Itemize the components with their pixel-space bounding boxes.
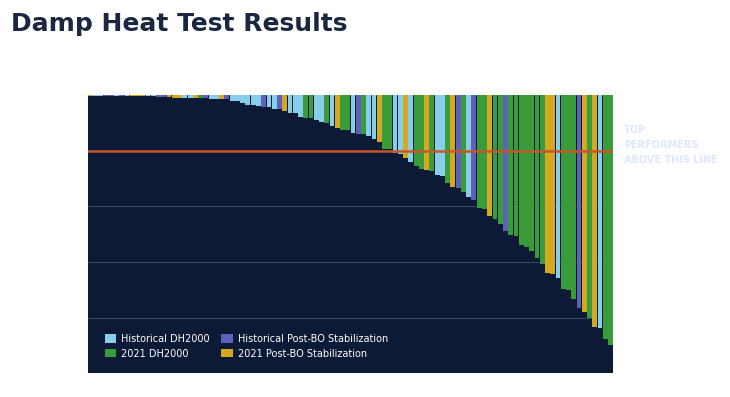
Bar	[288, 95, 293, 113]
Bar	[324, 95, 329, 123]
Bar	[477, 95, 482, 208]
Bar	[319, 95, 324, 122]
Bar	[156, 95, 161, 97]
Bar	[261, 95, 266, 107]
Bar	[230, 95, 234, 101]
Bar	[335, 95, 339, 128]
Text: POWER DEGRADATION FROM DH TEST SEQUENCE FOR EACH MODULE MODEL: POWER DEGRADATION FROM DH TEST SEQUENCE …	[88, 79, 538, 89]
Bar	[440, 95, 445, 176]
Bar	[240, 95, 245, 103]
Bar	[250, 95, 255, 105]
Bar	[345, 95, 350, 131]
Bar	[224, 95, 229, 99]
Bar	[140, 95, 145, 96]
Bar	[177, 95, 182, 98]
Bar	[482, 95, 487, 209]
Bar	[145, 95, 150, 96]
Bar	[566, 95, 571, 290]
Bar	[235, 95, 240, 101]
Bar	[519, 95, 523, 245]
Bar	[603, 95, 608, 339]
Bar	[377, 95, 382, 142]
Bar	[534, 95, 539, 258]
Bar	[508, 95, 513, 235]
Bar	[277, 95, 282, 110]
Bar	[450, 95, 456, 187]
Bar	[539, 95, 545, 264]
Bar	[424, 95, 429, 170]
Bar	[382, 95, 387, 149]
Bar	[245, 95, 250, 105]
Bar	[166, 95, 172, 97]
Bar	[587, 95, 592, 318]
Bar	[350, 95, 356, 133]
Bar	[461, 95, 466, 192]
Bar	[340, 95, 345, 130]
Bar	[188, 95, 193, 98]
Bar	[209, 95, 214, 99]
Bar	[329, 95, 334, 126]
Bar	[388, 95, 392, 149]
Bar	[361, 95, 366, 134]
Bar	[182, 95, 188, 98]
Bar	[193, 95, 198, 98]
Bar	[487, 95, 492, 216]
Bar	[314, 95, 319, 120]
Bar	[151, 95, 155, 96]
Bar	[403, 95, 408, 158]
Bar	[161, 95, 166, 97]
Text: Damp Heat Test Results: Damp Heat Test Results	[11, 12, 347, 36]
Bar	[598, 95, 602, 328]
Bar	[592, 95, 597, 327]
Bar	[366, 95, 372, 136]
Bar	[577, 95, 582, 308]
Bar	[445, 95, 450, 183]
Bar	[398, 95, 403, 154]
Bar	[498, 95, 503, 224]
Bar	[414, 95, 418, 166]
Bar	[434, 95, 439, 175]
Bar	[456, 95, 461, 188]
Bar	[356, 95, 361, 134]
Bar	[256, 95, 261, 106]
Bar	[529, 95, 534, 251]
Bar	[561, 95, 566, 289]
Bar	[472, 95, 477, 200]
Bar	[550, 95, 556, 274]
Bar	[572, 95, 576, 299]
Bar	[293, 95, 298, 114]
Bar	[266, 95, 272, 107]
Bar	[408, 95, 413, 162]
Bar	[503, 95, 508, 231]
Bar	[419, 95, 424, 169]
Bar	[545, 95, 550, 272]
Bar	[493, 95, 497, 219]
Legend: Historical DH2000, 2021 DH2000, Historical Post-BO Stabilization, 2021 Post-BO S: Historical DH2000, 2021 DH2000, Historic…	[98, 327, 395, 366]
Bar	[204, 95, 208, 98]
Bar	[272, 95, 277, 109]
Bar	[513, 95, 518, 236]
Bar	[393, 95, 398, 153]
Bar	[198, 95, 203, 98]
Bar	[303, 95, 308, 118]
Bar	[372, 95, 377, 139]
Bar	[556, 95, 561, 278]
Y-axis label: Power Degradation: Power Degradation	[33, 181, 42, 287]
Bar	[172, 95, 177, 98]
Bar	[283, 95, 287, 111]
Bar	[214, 95, 219, 99]
Bar	[524, 95, 529, 247]
Bar	[466, 95, 471, 197]
Bar	[429, 95, 434, 171]
Bar	[582, 95, 587, 312]
Bar	[309, 95, 313, 118]
Bar	[608, 95, 613, 345]
Bar	[298, 95, 303, 117]
Text: TOP
PERFORMERS
ABOVE THIS LINE: TOP PERFORMERS ABOVE THIS LINE	[624, 125, 718, 165]
Bar	[219, 95, 224, 99]
